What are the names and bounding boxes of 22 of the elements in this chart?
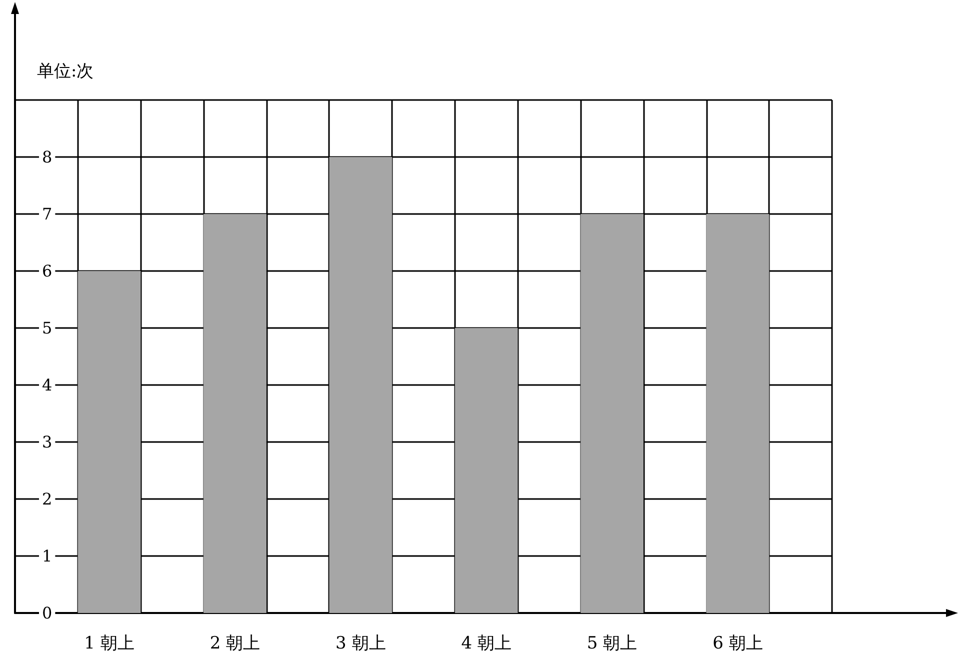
y-tick-label: 6 (42, 262, 52, 280)
x-tick-label: 3 朝上 (336, 634, 386, 654)
bar (454, 328, 518, 613)
y-tick-label: 0 (42, 604, 52, 622)
x-tick-label: 2 朝上 (210, 634, 260, 654)
y-tick-label: 8 (42, 148, 52, 166)
x-tick-label: 6 朝上 (712, 634, 763, 654)
y-tick-label: 4 (42, 376, 52, 394)
y-tick-label: 1 (42, 546, 52, 566)
x-tick-label: 5 朝上 (586, 634, 638, 654)
bar (204, 214, 266, 613)
bar (706, 214, 770, 613)
bar (329, 157, 392, 613)
y-tick-label: 3 (42, 432, 52, 452)
y-tick-label: 5 (42, 318, 52, 338)
bar (78, 271, 141, 613)
y-tick-label: 2 (42, 490, 52, 508)
y-axis-title: 单位:次 (37, 62, 94, 82)
x-tick-label: 4 朝上 (461, 634, 512, 654)
bar (580, 214, 644, 613)
x-tick-label: 1 朝上 (84, 634, 134, 654)
y-tick-label: 7 (42, 204, 52, 224)
